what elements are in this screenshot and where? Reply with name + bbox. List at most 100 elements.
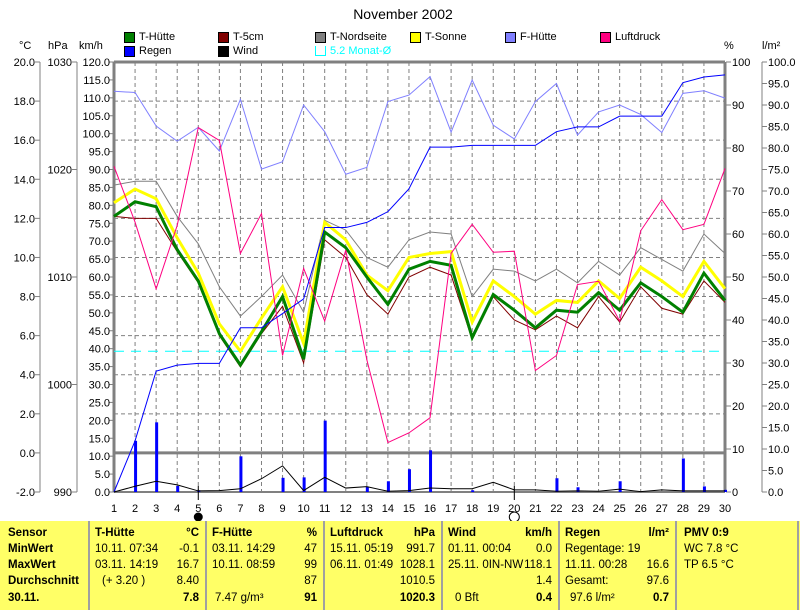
kmh-tick-label: 95.0 [89,147,110,159]
lm2-tick-label: 5.0 [768,466,783,478]
kmh-tick-label: 85.0 [89,182,110,194]
lm2-tick-label: 40.0 [768,315,789,327]
col-pmv: PMV 0:9 WC 7.8 °C TP 6.5 °C [675,521,799,610]
unit: % [306,527,317,539]
kmh-tick-label: 65.0 [89,254,110,266]
kmh-tick-label: 55.0 [89,290,110,302]
max-value: 16.6 [646,559,669,571]
lm2-tick-label: 85.0 [768,122,789,134]
percent-tick-label: 70 [732,186,744,198]
x-tick-label: 19 [487,503,499,515]
kmh-tick-label: 20.0 [89,415,110,427]
x-tick-label: 14 [382,503,394,515]
x-tick-label: 11 [319,503,330,515]
current-note: 0 Bft [455,592,479,604]
x-tick-label: 17 [445,503,457,515]
col-regen: Regen l/m² Regentage: 19 11.11. 00:28 16… [558,521,675,610]
rain-bar [724,489,727,492]
avg-value: 8.40 [176,575,199,587]
celsius-tick-label: -2.0 [16,487,35,499]
kmh-tick-label: 30.0 [89,380,110,392]
rain-bar [239,456,243,492]
hpa-tick-label: 1010 [48,272,72,284]
min-time: 10.11. 07:34 [95,543,159,555]
x-tick-label: 8 [258,503,264,515]
x-tick-label: 25 [614,503,626,515]
max-value: 99 [304,559,317,571]
kmh-tick-label: 50.0 [89,308,110,320]
series-line-wind [113,465,725,493]
kmh-tick-label: 0.0 [95,487,110,499]
rain-bar [386,481,390,492]
new-moon-icon [193,512,203,522]
max-time: 06.11. 01:49 [330,559,394,571]
x-tick-label: 7 [237,503,243,515]
lm2-tick-label: 10.0 [768,444,789,456]
col-wind: Wind km/h 01.11. 00:04 0.0 25.11. 0IN-NW… [441,521,558,610]
lm2-tick-label: 30.0 [768,358,789,370]
x-tick-label: 22 [550,503,562,515]
wind-chill: WC 7.8 °C [684,543,739,555]
kmh-tick-label: 5.0 [95,469,110,481]
rain-bar [618,481,622,492]
lm2-tick-label: 80.0 [768,143,789,155]
legend-t-nordseite: T-Nordseite [315,31,387,43]
percent-tick-label: 60 [732,229,744,241]
x-tick-label: 29 [698,503,710,515]
dew-point: TP 6.5 °C [684,559,734,571]
percent-tick-label: 20 [732,401,744,413]
row-label-min: MinWert [8,543,54,555]
x-tick-label: 24 [592,503,604,515]
kmh-tick-label: 100.0 [82,129,110,141]
rain-bar [134,440,138,492]
min-value: 0.0 [536,543,552,555]
x-tick-label: 15 [403,503,415,515]
x-tick-label: 3 [153,503,159,515]
max-value: 118.1 [524,559,552,571]
rain-bar [576,487,580,492]
kmh-tick-label: 75.0 [89,218,110,230]
col-luftdruck: Luftdruck hPa 15.11. 05:19 991.7 06.11. … [323,521,441,610]
x-tick-label: 16 [424,503,436,515]
x-tick-label: 28 [677,503,689,515]
lm2-tick-label: 20.0 [768,401,789,413]
x-tick-label: 5 [195,503,201,515]
min-value: 47 [304,543,317,555]
col-t-huette: T-Hütte °C 10.11. 07:34 -0.1 03.11. 14:1… [88,521,205,610]
head: T-Hütte [95,527,135,539]
percent-tick-label: 0 [732,487,738,499]
max-time: 11.11. 00:28 [565,559,628,571]
x-tick-label: 23 [571,503,583,515]
kmh-tick-label: 45.0 [89,326,110,338]
max-value: 16.7 [176,559,199,571]
rain-bar [407,469,411,492]
hpa-tick-label: 1030 [48,57,72,69]
kmh-tick-label: 115.0 [83,75,110,87]
unit-percent: % [724,40,734,52]
x-tick-label: 21 [529,503,541,515]
percent-tick-label: 90 [732,100,744,112]
percent-tick-label: 10 [732,444,744,456]
lm2-tick-label: 90.0 [768,100,789,112]
percent-tick-label: 100 [732,57,750,69]
chart-canvas: 20.018.016.014.012.010.08.06.04.02.00.0-… [14,57,796,522]
kmh-tick-label: 70.0 [89,236,110,248]
total-label: Gesamt: [565,575,609,587]
rain-bar [429,450,433,492]
legend-t-sonne: T-Sonne [410,31,467,43]
min-time: 01.11. 00:04 [448,543,512,555]
x-tick-label: 12 [340,503,352,515]
x-tick-label: 6 [216,503,222,515]
rain-bar [471,490,475,492]
max-time: 10.11. 08:59 [212,559,276,571]
celsius-tick-label: 14.0 [14,174,35,186]
min-value: 991.7 [406,543,435,555]
kmh-tick-label: 40.0 [89,344,110,356]
lm2-tick-label: 0.0 [768,487,783,499]
lm2-tick-label: 50.0 [768,272,789,284]
legend-t-huette: T-Hütte [124,31,175,43]
chart-title: November 2002 [353,6,453,22]
lm2-tick-label: 60.0 [768,229,789,241]
col-f-huette: F-Hütte % 03.11. 14:29 47 10.11. 08:59 9… [205,521,323,610]
rain-bar [555,478,559,492]
